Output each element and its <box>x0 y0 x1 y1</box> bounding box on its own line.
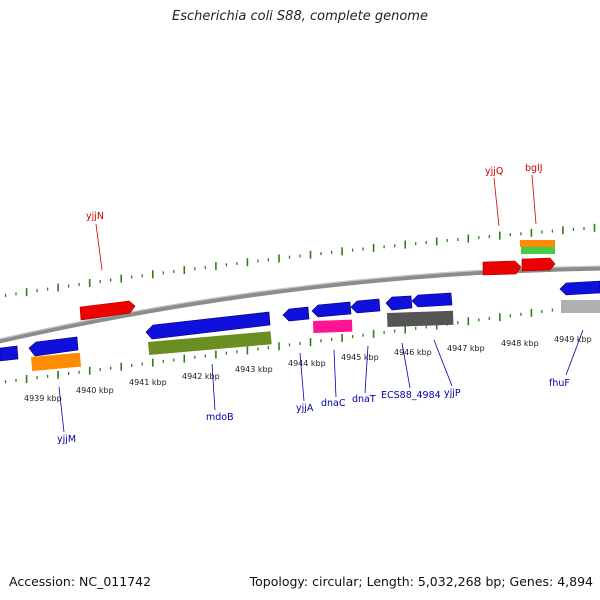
reverse-genes <box>0 280 600 371</box>
lower-tick-track <box>4 300 596 384</box>
kbp-label: 4946 kbp <box>394 348 432 357</box>
leader-yjjA <box>299 352 305 402</box>
gene-mdoB-feature-green <box>148 331 272 355</box>
gene-label-yjjN: yjjN <box>86 211 104 222</box>
genome-summary-text: Topology: circular; Length: 5,032,268 bp… <box>249 574 593 589</box>
leader-yjjQ <box>493 177 500 227</box>
kbp-label: 4940 kbp <box>76 386 114 395</box>
kbp-label: 4941 kbp <box>129 378 167 387</box>
gene-label-yjjP: yjjP <box>444 388 461 399</box>
leader-mdoB <box>211 363 216 411</box>
leader-dnaC <box>333 349 337 398</box>
gene-label-yjjM: yjjM <box>57 434 76 445</box>
leader-ECS88_4984 <box>401 342 411 389</box>
gene-dnaC <box>311 301 352 318</box>
gene-yjjM-feature-orange <box>31 352 82 371</box>
kbp-label: 4947 kbp <box>447 344 485 353</box>
upper-tick-track <box>4 223 596 297</box>
kbp-label: 4939 kbp <box>24 394 62 403</box>
leader-yjjN <box>95 223 103 271</box>
forward-genes <box>79 240 556 321</box>
gene-bglJ <box>521 257 556 272</box>
gene-mdoB <box>145 311 271 340</box>
gene-yjjQ <box>482 260 522 276</box>
gene-bglJ-feature-orange <box>520 240 555 247</box>
gene-ECS88_4984-feature-gray <box>387 310 454 327</box>
gene-fhuF-feature-gray <box>561 300 600 313</box>
gene-label-ECS88_4984: ECS88_4984 <box>381 390 441 401</box>
leader-bglJ <box>531 174 537 225</box>
kbp-scale-labels: 4939 kbp 4940 kbp 4941 kbp 4942 kbp 4943… <box>24 335 592 403</box>
genome-backbone-highlight <box>0 265 600 340</box>
figure-title: Escherichia coli S88, complete genome <box>172 9 428 24</box>
kbp-label: 4945 kbp <box>341 353 379 362</box>
gene-yjjM <box>28 336 79 357</box>
gene-label-dnaC: dnaC <box>321 398 346 409</box>
gene-label-yjjA: yjjA <box>296 403 314 414</box>
gene-left-edge <box>0 345 19 362</box>
gene-dnaT <box>350 298 381 314</box>
forward-gene-labels: yjjN yjjQ bglJ <box>86 163 543 271</box>
accession-text: Accession: NC_011742 <box>9 574 152 589</box>
gene-yjjA <box>282 306 310 322</box>
leader-yjjP <box>433 339 453 387</box>
gene-yjjN <box>79 300 136 321</box>
kbp-label: 4942 kbp <box>182 372 220 381</box>
kbp-label: 4943 kbp <box>235 365 273 374</box>
gene-yjjP <box>411 292 453 308</box>
genome-backbone <box>0 265 600 344</box>
leader-dnaT <box>364 345 369 394</box>
gene-label-fhuF: fhuF <box>549 378 570 389</box>
gene-label-dnaT: dnaT <box>352 394 376 405</box>
gene-label-yjjQ: yjjQ <box>485 166 503 177</box>
gene-dnaC-feature-pink <box>313 319 353 333</box>
gene-ECS88_4984 <box>385 295 413 311</box>
leader-yjjM <box>58 386 65 433</box>
leader-fhuF <box>565 329 584 376</box>
kbp-label: 4944 kbp <box>288 359 326 368</box>
gene-bglJ-feature-green <box>521 247 555 254</box>
reverse-gene-labels: yjjM mdoB yjjA dnaC dnaT ECS88_4984 yjjP… <box>57 329 584 445</box>
gene-fhuF <box>559 280 600 296</box>
kbp-label: 4948 kbp <box>501 339 539 348</box>
kbp-label: 4949 kbp <box>554 335 592 344</box>
gene-label-mdoB: mdoB <box>206 412 234 423</box>
gene-label-bglJ: bglJ <box>525 163 543 174</box>
